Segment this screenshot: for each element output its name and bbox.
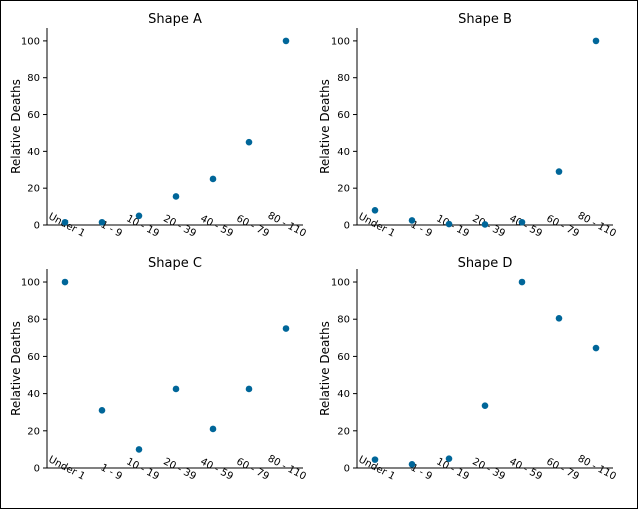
y-tick-label: 60 <box>337 352 350 363</box>
y-tick-label: 100 <box>21 278 40 289</box>
x-tick-label: 20 - 39 <box>470 213 506 239</box>
data-point <box>98 218 106 226</box>
y-tick-label: 0 <box>344 464 350 475</box>
y-tick-label: 100 <box>331 36 350 47</box>
x-tick-label: 10 - 19 <box>434 213 470 239</box>
data-point <box>518 278 526 286</box>
data-point <box>282 37 290 45</box>
data-point <box>209 175 217 183</box>
y-axis-label: Relative Deaths <box>318 79 332 174</box>
x-tick-label: 60 - 79 <box>544 213 580 239</box>
x-tick-label: 60 - 79 <box>544 456 580 482</box>
x-tick-label: 20 - 39 <box>470 456 506 482</box>
y-tick-label: 40 <box>27 389 40 400</box>
data-point <box>98 407 106 414</box>
chart-title: Shape B <box>458 12 512 27</box>
data-point <box>245 385 253 393</box>
data-point <box>408 217 416 224</box>
y-tick-label: 80 <box>337 315 350 326</box>
data-point <box>209 425 217 433</box>
data-point <box>135 446 143 453</box>
data-point <box>481 402 489 409</box>
x-tick-label: 10 - 19 <box>434 456 470 482</box>
y-tick-label: 80 <box>27 73 40 84</box>
data-point <box>555 168 563 175</box>
x-tick-label: 10 - 19 <box>124 456 160 482</box>
y-axis-label: Relative Deaths <box>318 321 332 416</box>
data-point <box>371 206 379 214</box>
data-point <box>518 218 526 226</box>
y-tick-label: 80 <box>337 73 350 84</box>
y-tick-label: 40 <box>27 147 40 158</box>
y-tick-label: 40 <box>337 389 350 400</box>
data-point <box>135 212 143 220</box>
x-tick-label: 40 - 59 <box>507 456 543 482</box>
y-axis-label: Relative Deaths <box>9 321 23 416</box>
data-point <box>555 314 563 322</box>
y-tick-label: 60 <box>27 352 40 363</box>
x-tick-label: 40 - 59 <box>507 213 543 239</box>
data-point <box>592 344 600 352</box>
data-point <box>172 385 180 393</box>
x-tick-label: 10 - 19 <box>124 213 160 239</box>
data-point <box>61 278 69 286</box>
data-point <box>245 138 253 146</box>
y-tick-label: 0 <box>344 221 350 232</box>
y-tick-label: 20 <box>27 184 40 195</box>
data-point <box>481 221 489 228</box>
y-tick-label: 60 <box>337 110 350 121</box>
data-point <box>282 325 290 332</box>
x-tick-label: 20 - 39 <box>161 213 197 239</box>
y-axis-label: Relative Deaths <box>9 79 23 174</box>
y-tick-label: 60 <box>27 110 40 121</box>
x-tick-label: 20 - 39 <box>161 456 197 482</box>
y-tick-label: 40 <box>337 147 350 158</box>
x-tick-label: 1 - 9 <box>99 462 124 482</box>
data-point <box>445 455 453 463</box>
x-tick-label: 40 - 59 <box>198 213 234 239</box>
data-point <box>408 460 416 468</box>
x-tick-label: 40 - 59 <box>198 456 234 482</box>
data-point <box>445 220 453 228</box>
y-tick-label: 20 <box>27 426 40 437</box>
y-tick-label: 0 <box>34 464 40 475</box>
x-tick-label: 60 - 79 <box>234 456 270 482</box>
data-point <box>172 193 180 200</box>
y-tick-label: 100 <box>21 36 40 47</box>
data-point <box>61 218 69 226</box>
data-point <box>371 456 379 463</box>
y-tick-label: 80 <box>27 315 40 326</box>
chart-title: Shape C <box>148 256 202 271</box>
chart-title: Shape A <box>148 12 202 27</box>
y-tick-label: 20 <box>337 184 350 195</box>
y-tick-label: 100 <box>331 278 350 289</box>
data-point <box>592 37 600 45</box>
y-tick-label: 20 <box>337 426 350 437</box>
y-tick-label: 0 <box>34 221 40 232</box>
chart-title: Shape D <box>458 256 513 271</box>
x-tick-label: 60 - 79 <box>234 213 270 239</box>
